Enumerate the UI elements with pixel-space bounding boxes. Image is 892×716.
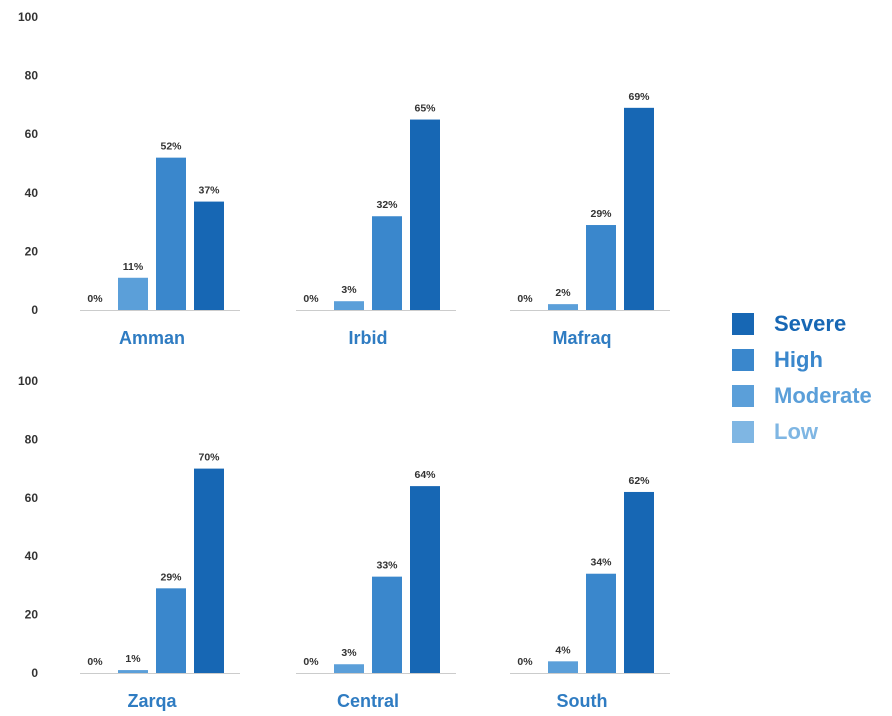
data-label: 0% [303, 293, 319, 305]
bar-irbid-moderate [334, 301, 364, 310]
legend-item-severe: Severe [732, 306, 872, 342]
data-label: 4% [555, 644, 571, 656]
y-tick-label: 60 [25, 491, 39, 505]
y-axis-row-2: 0 20 40 60 80 100 [18, 374, 670, 680]
bar-south-moderate [548, 661, 578, 673]
panel-zarqa: 0% 1% 29% 70% Zarqa [80, 452, 224, 711]
y-tick-label: 0 [31, 303, 38, 317]
region-label: Mafraq [552, 328, 611, 348]
y-tick-label: 40 [25, 186, 39, 200]
data-label: 0% [87, 656, 103, 668]
data-label: 29% [590, 208, 612, 220]
data-label: 37% [198, 185, 220, 197]
y-tick-label: 40 [25, 549, 39, 563]
legend: Severe High Moderate Low [732, 306, 872, 450]
region-label: Central [337, 691, 399, 711]
legend-swatch-severe [732, 313, 754, 335]
bar-irbid-high [372, 216, 402, 310]
legend-item-moderate: Moderate [732, 378, 872, 414]
data-label: 70% [198, 452, 220, 464]
data-label: 0% [303, 656, 319, 668]
legend-swatch-high [732, 349, 754, 371]
panel-central: 0% 3% 33% 64% Central [296, 469, 440, 711]
data-label: 0% [87, 293, 103, 305]
bar-amman-severe [194, 201, 224, 310]
y-tick-label: 0 [31, 666, 38, 680]
data-label: 0% [517, 656, 533, 668]
bar-central-severe [410, 486, 440, 673]
region-label: Zarqa [127, 691, 177, 711]
region-label: South [557, 691, 608, 711]
y-tick-label: 80 [25, 69, 39, 83]
data-label: 29% [160, 571, 182, 583]
legend-swatch-moderate [732, 385, 754, 407]
y-tick-label: 60 [25, 127, 39, 141]
y-tick-label: 100 [18, 10, 38, 24]
panel-irbid: 0% 3% 32% 65% Irbid [296, 103, 440, 348]
panel-south: 0% 4% 34% 62% South [510, 475, 654, 711]
y-axis-row-1: 0 20 40 60 80 100 [18, 10, 670, 317]
legend-label-high: High [774, 347, 823, 372]
bar-mafraq-severe [624, 107, 654, 310]
data-label: 69% [628, 91, 650, 103]
region-label: Amman [119, 328, 185, 348]
region-label: Irbid [349, 328, 388, 348]
panel-mafraq: 0% 2% 29% 69% Mafraq [510, 91, 654, 348]
panel-amman: 0% 11% 52% 37% Amman [80, 141, 224, 348]
bar-zarqa-severe [194, 468, 224, 673]
bar-amman-high [156, 157, 186, 310]
legend-item-high: High [732, 342, 872, 378]
data-label: 2% [555, 287, 571, 299]
bar-mafraq-high [586, 225, 616, 310]
bar-amman-moderate [118, 277, 148, 310]
data-label: 33% [376, 560, 398, 572]
data-label: 65% [414, 103, 436, 115]
bar-zarqa-high [156, 588, 186, 673]
bar-central-moderate [334, 664, 364, 673]
legend-label-low: Low [774, 419, 818, 444]
legend-swatch-low [732, 421, 754, 443]
y-tick-label: 80 [25, 432, 39, 446]
legend-item-low: Low [732, 414, 872, 450]
bar-mafraq-moderate [548, 304, 578, 310]
data-label: 34% [590, 557, 612, 569]
bar-central-high [372, 576, 402, 673]
bar-south-severe [624, 491, 654, 673]
data-label: 3% [341, 284, 357, 296]
bar-irbid-severe [410, 119, 440, 310]
legend-label-moderate: Moderate [774, 383, 872, 408]
data-label: 62% [628, 475, 650, 487]
data-label: 64% [414, 469, 436, 481]
data-label: 52% [160, 141, 182, 153]
data-label: 3% [341, 647, 357, 659]
y-tick-label: 100 [18, 374, 38, 388]
data-label: 0% [517, 293, 533, 305]
legend-label-severe: Severe [774, 311, 847, 336]
data-label: 1% [125, 653, 141, 665]
data-label: 32% [376, 199, 398, 211]
data-label: 11% [123, 261, 144, 273]
bar-zarqa-moderate [118, 670, 148, 673]
y-tick-label: 20 [25, 608, 39, 622]
y-tick-label: 20 [25, 244, 39, 258]
bar-south-high [586, 573, 616, 673]
